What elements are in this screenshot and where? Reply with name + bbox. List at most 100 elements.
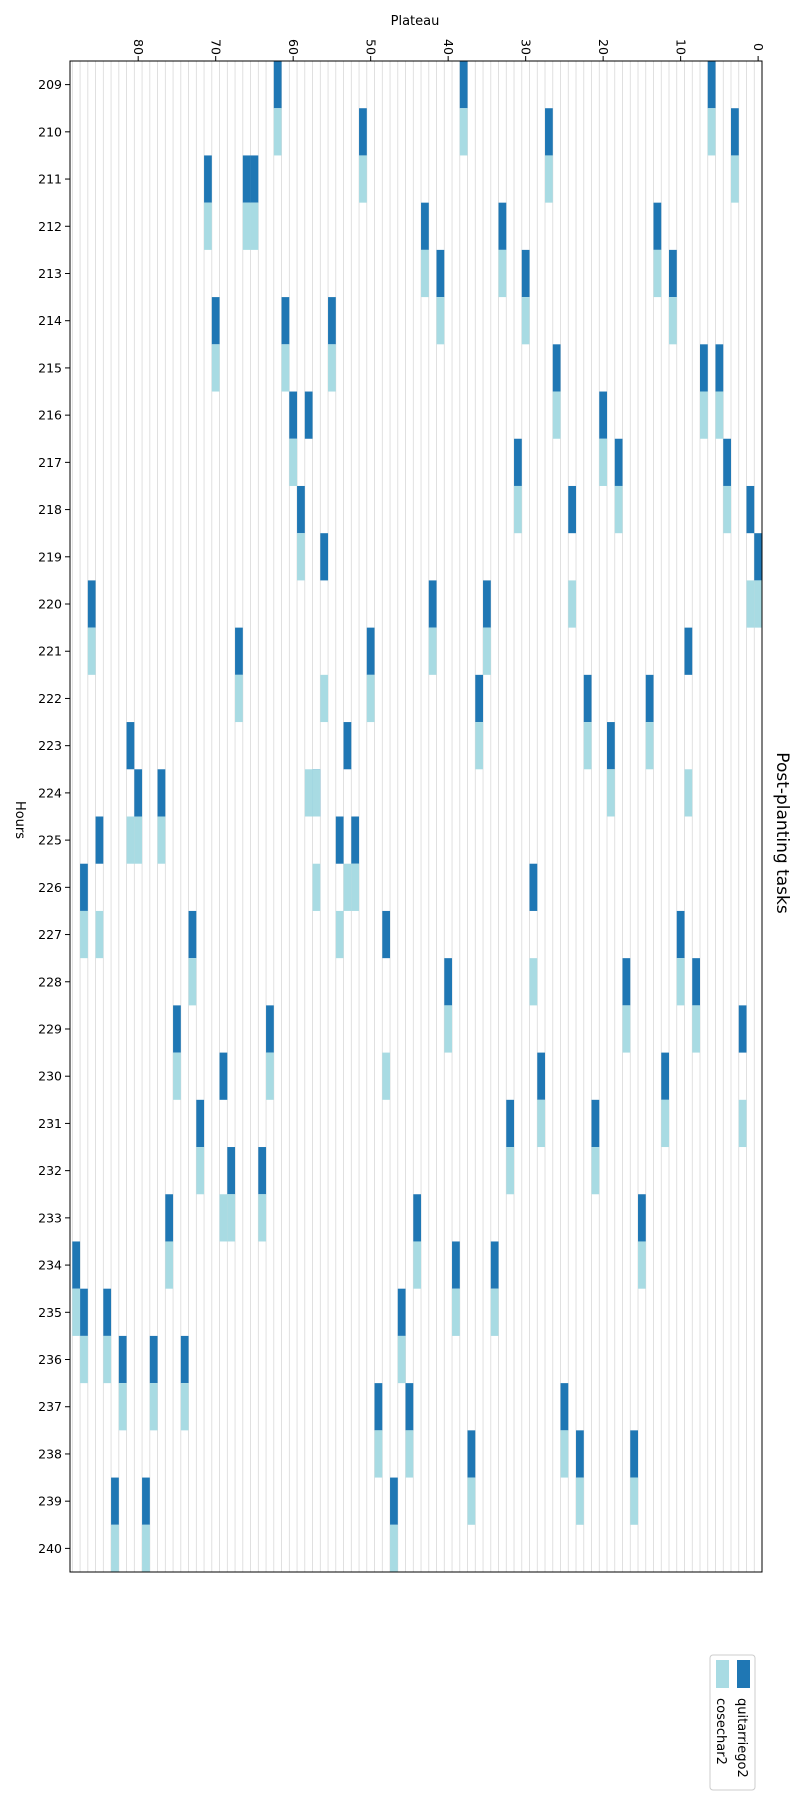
hours-tick-label: 228 [38,974,62,989]
task-bar-cosechar2 [599,438,608,486]
task-bar-quitarriego2 [335,816,344,864]
task-bar-cosechar2 [149,1383,158,1431]
task-bar-cosechar2 [452,1288,460,1336]
task-bar-quitarriego2 [452,1241,460,1289]
task-bar-cosechar2 [490,1288,499,1336]
task-bar-cosechar2 [173,1052,181,1100]
task-bar-quitarriego2 [87,580,96,628]
task-bar-cosechar2 [297,533,305,581]
task-bar-quitarriego2 [111,1477,119,1525]
task-bar-quitarriego2 [359,108,367,156]
task-bar-quitarriego2 [250,155,259,203]
task-bar-quitarriego2 [645,674,654,723]
task-bar-cosechar2 [583,722,592,770]
task-bar-quitarriego2 [738,1005,747,1053]
task-bar-quitarriego2 [700,344,708,392]
task-bar-cosechar2 [444,1005,453,1053]
task-bar-cosechar2 [188,958,197,1006]
hours-tick-label: 232 [38,1163,62,1178]
task-bar-cosechar2 [219,1194,228,1242]
task-bar-quitarriego2 [576,1430,584,1478]
task-bar-cosechar2 [436,297,445,345]
task-bar-quitarriego2 [165,1194,174,1242]
hours-tick-label: 209 [38,77,62,92]
task-bar-quitarriego2 [684,627,693,675]
task-bar-quitarriego2 [506,1099,515,1148]
task-bar-quitarriego2 [157,769,166,817]
hours-tick-label: 219 [38,549,62,564]
task-bar-quitarriego2 [134,769,143,817]
task-bar-cosechar2 [211,344,220,392]
task-bar-cosechar2 [622,1005,631,1053]
task-bar-cosechar2 [80,910,88,959]
hours-tick-label: 229 [38,1021,62,1036]
task-bar-cosechar2 [498,249,507,298]
task-bar-cosechar2 [196,1147,205,1195]
task-bar-quitarriego2 [467,1430,476,1478]
hours-tick-label: 223 [38,738,62,753]
task-bar-quitarriego2 [390,1477,398,1525]
task-bar-cosechar2 [312,769,321,817]
task-bar-quitarriego2 [653,202,662,250]
task-bar-quitarriego2 [444,958,453,1006]
plateau-tick-label: 50 [364,39,379,55]
task-bar-cosechar2 [266,1052,274,1100]
task-bar-quitarriego2 [529,863,538,911]
task-bar-cosechar2 [227,1194,236,1242]
task-bar-cosechar2 [645,722,654,770]
task-bar-quitarriego2 [281,297,290,345]
task-bar-cosechar2 [754,580,762,628]
task-bar-quitarriego2 [498,202,507,250]
task-bar-quitarriego2 [242,155,251,203]
task-bar-quitarriego2 [405,1383,414,1431]
task-bar-cosechar2 [483,627,491,675]
task-bar-quitarriego2 [142,1477,150,1525]
task-bar-quitarriego2 [521,249,530,298]
plateau-tick-label: 60 [286,39,301,55]
task-bar-quitarriego2 [118,1335,127,1384]
task-bar-cosechar2 [661,1099,670,1148]
task-bar-quitarriego2 [235,627,243,675]
task-bar-quitarriego2 [638,1194,646,1242]
task-bar-quitarriego2 [126,722,135,770]
task-bar-cosechar2 [180,1383,189,1431]
task-bar-quitarriego2 [211,297,220,345]
chart-title: Post-planting tasks [772,752,792,914]
legend-label-quitarriego2: quitarriego2 [734,1698,749,1778]
task-bar-quitarriego2 [343,722,352,770]
task-bar-cosechar2 [467,1477,476,1525]
plateau-tick-label: 10 [674,39,689,55]
task-bar-cosechar2 [738,1099,747,1148]
task-bar-cosechar2 [351,863,360,911]
task-bar-cosechar2 [343,863,352,911]
task-bar-quitarriego2 [723,438,732,486]
task-bar-cosechar2 [707,108,716,156]
legend-swatch-quitarriego2 [737,1660,750,1688]
task-bar-cosechar2 [653,249,662,298]
task-bar-quitarriego2 [173,1005,181,1053]
task-bar-cosechar2 [72,1288,81,1336]
hours-axis-ticks: 209 210 211 212 213 214 215 216 217 218 219 220 221 2… [38,77,70,1556]
task-bar-quitarriego2 [366,627,375,675]
task-bar-cosechar2 [715,391,724,439]
hours-tick-label: 211 [38,172,62,187]
plateau-axis-label: Plateau [391,14,440,29]
task-bar-quitarriego2 [227,1147,236,1195]
task-bar-cosechar2 [576,1477,584,1525]
task-bar-quitarriego2 [351,816,360,864]
task-bar-quitarriego2 [692,958,701,1006]
task-bar-quitarriego2 [537,1052,546,1100]
task-bar-quitarriego2 [483,580,491,628]
task-bar-cosechar2 [126,816,135,864]
hours-tick-label: 216 [38,408,62,423]
hours-tick-label: 240 [38,1541,62,1556]
task-bar-cosechar2 [521,297,530,345]
plateau-tick-label: 20 [596,39,611,55]
task-bar-cosechar2 [475,722,484,770]
hours-tick-label: 226 [38,880,62,895]
task-bar-quitarriego2 [552,344,561,392]
hours-tick-label: 237 [38,1399,62,1414]
task-bar-cosechar2 [204,202,212,250]
task-bar-cosechar2 [374,1430,383,1478]
